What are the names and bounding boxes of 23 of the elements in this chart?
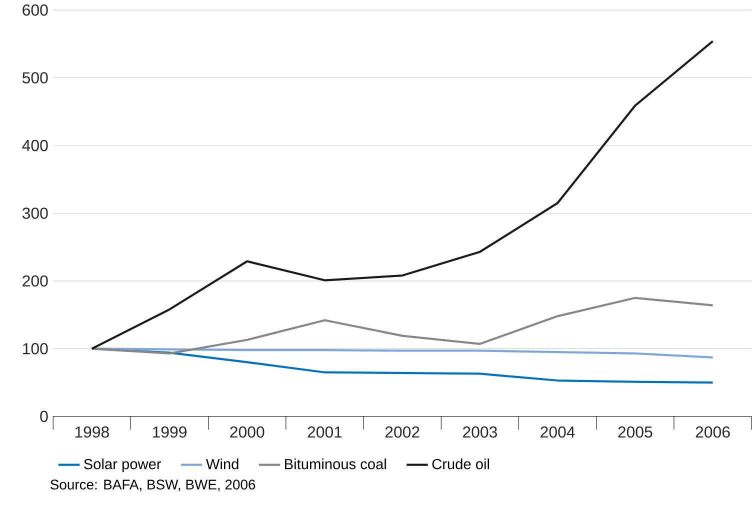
x-tick-label: 2005 bbox=[618, 426, 652, 438]
x-tick-label: 2004 bbox=[540, 426, 575, 438]
x-tick-label: 2001 bbox=[308, 426, 342, 438]
x-tick-label: 1999 bbox=[153, 426, 186, 438]
x-tick-label: 1998 bbox=[75, 426, 109, 438]
source-note: Source: BAFA, BSW, BWE, 2006 bbox=[50, 480, 256, 492]
y-tick-label: 300 bbox=[22, 208, 48, 219]
y-tick-label: 500 bbox=[22, 72, 48, 84]
legend-label: Crude oil bbox=[432, 458, 490, 470]
y-tick-label: 0 bbox=[40, 410, 48, 422]
x-tick-label: 2000 bbox=[230, 426, 264, 438]
line-series bbox=[90, 296, 714, 354]
legend-label: Bituminous coal bbox=[285, 458, 386, 470]
x-tick-label: 2002 bbox=[385, 426, 420, 438]
legend-label: Solar power bbox=[84, 458, 162, 472]
y-tick-label: 600 bbox=[22, 4, 48, 16]
y-tick-label: 400 bbox=[22, 140, 48, 152]
line-series bbox=[90, 40, 714, 350]
legend-label: Wind bbox=[206, 458, 238, 470]
x-tick-label: 2006 bbox=[696, 426, 730, 438]
x-tick-label: 2003 bbox=[463, 426, 497, 438]
y-tick-label: 100 bbox=[23, 343, 48, 354]
y-tick-label: 200 bbox=[22, 275, 48, 287]
